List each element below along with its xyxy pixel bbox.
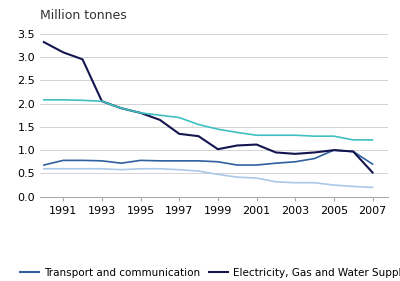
Transport and communication bbox=[351, 150, 356, 153]
Domestic bbox=[42, 167, 46, 171]
Other industries bbox=[177, 116, 182, 119]
Transport and communication bbox=[312, 157, 317, 160]
Transport and communication bbox=[42, 163, 46, 167]
Domestic bbox=[274, 180, 278, 183]
Electricity, Gas and Water Supply bbox=[80, 58, 85, 61]
Transport and communication bbox=[235, 163, 240, 167]
Transport and communication bbox=[80, 159, 85, 162]
Electricity, Gas and Water Supply bbox=[138, 111, 143, 115]
Other industries bbox=[254, 133, 259, 137]
Transport and communication bbox=[100, 159, 104, 162]
Electricity, Gas and Water Supply bbox=[370, 171, 375, 174]
Electricity, Gas and Water Supply bbox=[158, 118, 162, 122]
Electricity, Gas and Water Supply bbox=[216, 148, 220, 151]
Transport and communication bbox=[293, 160, 298, 164]
Electricity, Gas and Water Supply bbox=[100, 99, 104, 103]
Domestic bbox=[100, 167, 104, 171]
Electricity, Gas and Water Supply bbox=[351, 150, 356, 153]
Domestic bbox=[177, 168, 182, 171]
Other industries bbox=[370, 138, 375, 142]
Domestic bbox=[351, 185, 356, 188]
Other industries bbox=[119, 106, 124, 110]
Domestic bbox=[216, 173, 220, 176]
Domestic bbox=[293, 181, 298, 184]
Line: Transport and communication: Transport and communication bbox=[44, 150, 372, 165]
Transport and communication bbox=[370, 162, 375, 166]
Transport and communication bbox=[254, 163, 259, 167]
Domestic bbox=[370, 186, 375, 189]
Electricity, Gas and Water Supply bbox=[235, 144, 240, 147]
Other industries bbox=[235, 131, 240, 134]
Transport and communication bbox=[158, 159, 162, 162]
Other industries bbox=[351, 138, 356, 142]
Line: Domestic: Domestic bbox=[44, 169, 372, 187]
Other industries bbox=[42, 98, 46, 101]
Transport and communication bbox=[274, 162, 278, 165]
Line: Electricity, Gas and Water Supply: Electricity, Gas and Water Supply bbox=[44, 42, 372, 173]
Text: Million tonnes: Million tonnes bbox=[40, 9, 127, 22]
Transport and communication bbox=[119, 162, 124, 165]
Other industries bbox=[312, 135, 317, 138]
Transport and communication bbox=[332, 148, 336, 152]
Domestic bbox=[332, 183, 336, 187]
Electricity, Gas and Water Supply bbox=[312, 151, 317, 154]
Electricity, Gas and Water Supply bbox=[332, 148, 336, 152]
Other industries bbox=[158, 114, 162, 117]
Other industries bbox=[293, 133, 298, 137]
Domestic bbox=[158, 167, 162, 171]
Transport and communication bbox=[177, 159, 182, 162]
Line: Other industries: Other industries bbox=[44, 100, 372, 140]
Domestic bbox=[80, 167, 85, 171]
Transport and communication bbox=[216, 160, 220, 164]
Other industries bbox=[138, 111, 143, 115]
Other industries bbox=[100, 99, 104, 103]
Domestic bbox=[196, 169, 201, 173]
Other industries bbox=[332, 135, 336, 138]
Domestic bbox=[235, 175, 240, 179]
Electricity, Gas and Water Supply bbox=[177, 132, 182, 135]
Electricity, Gas and Water Supply bbox=[61, 51, 66, 54]
Transport and communication bbox=[196, 159, 201, 162]
Transport and communication bbox=[61, 159, 66, 162]
Domestic bbox=[254, 176, 259, 180]
Electricity, Gas and Water Supply bbox=[119, 106, 124, 110]
Other industries bbox=[196, 123, 201, 126]
Other industries bbox=[216, 128, 220, 131]
Electricity, Gas and Water Supply bbox=[293, 152, 298, 156]
Other industries bbox=[274, 133, 278, 137]
Domestic bbox=[138, 167, 143, 171]
Domestic bbox=[119, 168, 124, 171]
Electricity, Gas and Water Supply bbox=[42, 40, 46, 44]
Other industries bbox=[61, 98, 66, 101]
Electricity, Gas and Water Supply bbox=[196, 135, 201, 138]
Transport and communication bbox=[138, 159, 143, 162]
Domestic bbox=[61, 167, 66, 171]
Legend: Transport and communication, Other industries, Electricity, Gas and Water Supply: Transport and communication, Other indus… bbox=[16, 264, 400, 281]
Electricity, Gas and Water Supply bbox=[274, 151, 278, 154]
Domestic bbox=[312, 181, 317, 184]
Other industries bbox=[80, 99, 85, 102]
Electricity, Gas and Water Supply bbox=[254, 143, 259, 146]
